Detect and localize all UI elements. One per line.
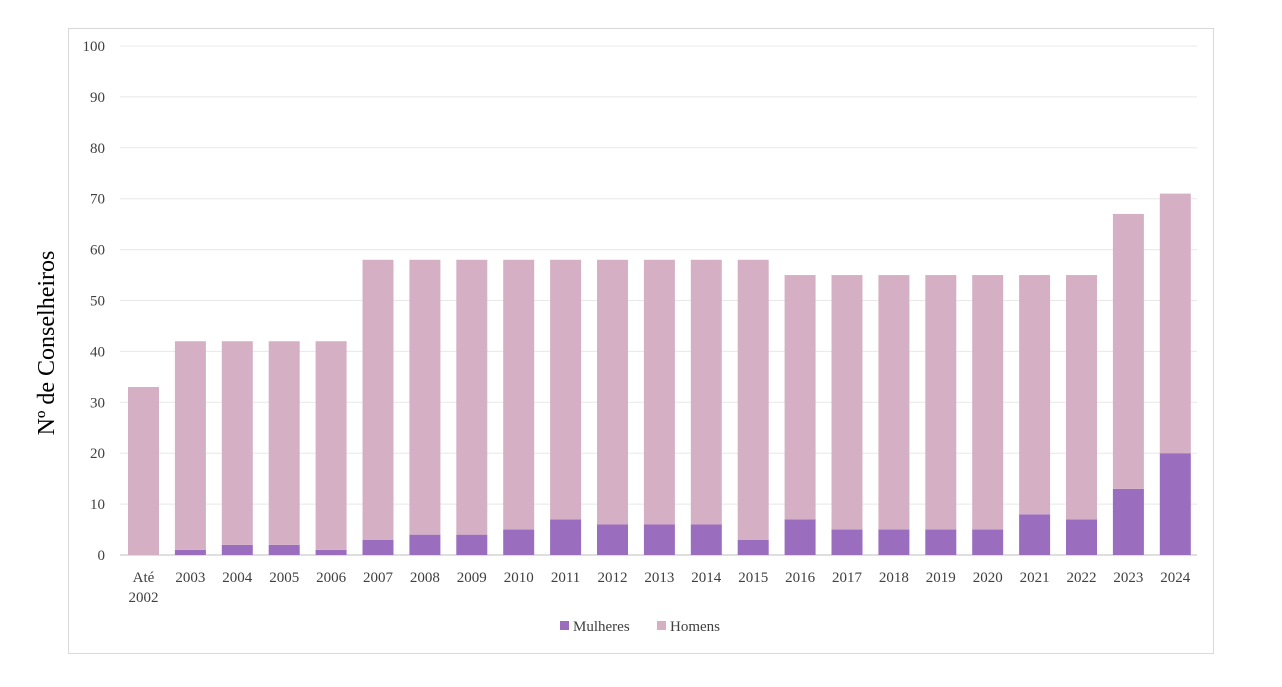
x-tick-label: 2006	[316, 570, 347, 586]
y-tick-label: 20	[90, 446, 105, 462]
legend-swatch-mulheres	[560, 621, 569, 630]
bar-mulheres-2004	[221, 544, 253, 555]
y-tick-label: 100	[83, 39, 106, 55]
x-tick-labels: Até 2002 2003 2004 2005 2006 2007 2008 2009 2010 2…	[129, 570, 1191, 606]
bar-homens-2021	[1019, 275, 1051, 515]
bar-homens-2016	[784, 275, 816, 520]
x-tick-label: 2008	[410, 570, 440, 586]
y-tick-label: 70	[90, 192, 105, 208]
bar-homens-2011	[550, 259, 582, 520]
bar-mulheres-2011	[550, 519, 582, 555]
bars	[128, 193, 1191, 555]
bar-homens-2015	[737, 259, 769, 540]
bar-mulheres-2007	[362, 539, 394, 555]
y-tick-label: 40	[90, 344, 105, 360]
x-tick-label: 2020	[973, 570, 1003, 586]
bar-homens-2008	[409, 259, 441, 535]
x-tick-label: 2024	[1160, 570, 1191, 586]
bar-homens-2014	[690, 259, 722, 525]
x-tick-label: 2011	[551, 570, 580, 586]
x-tick-label: 2021	[1020, 570, 1050, 586]
bar-mulheres-2018	[878, 529, 910, 555]
bar-mulheres-2008	[409, 534, 441, 555]
x-tick-label: 2018	[879, 570, 909, 586]
bar-homens-2010	[503, 259, 535, 530]
bar-homens-2017	[831, 275, 863, 530]
bar-mulheres-2017	[831, 529, 863, 555]
y-tick-label: 10	[90, 497, 105, 513]
bar-mulheres-2019	[925, 529, 957, 555]
bar-homens-2005	[268, 341, 300, 545]
y-tick-label: 30	[90, 395, 105, 411]
x-tick-label: 2017	[832, 570, 863, 586]
x-tick-label: 2012	[598, 570, 628, 586]
x-tick-label: 2007	[363, 570, 394, 586]
bar-mulheres-2024	[1159, 453, 1191, 555]
x-tick-label: 2004	[222, 570, 253, 586]
x-tick-label: 2002	[129, 590, 159, 606]
x-tick-label: 2022	[1067, 570, 1097, 586]
bar-mulheres-2014	[690, 524, 722, 555]
bar-mulheres-2015	[737, 539, 769, 555]
bar-homens-2024	[1159, 193, 1191, 454]
bar-mulheres-2021	[1019, 514, 1051, 555]
bar-homens-2019	[925, 275, 957, 530]
legend-label-mulheres: Mulheres	[573, 619, 630, 635]
y-tick-label: 50	[90, 294, 105, 310]
bar-mulheres-2023	[1112, 488, 1144, 555]
bar-homens-2003	[174, 341, 206, 550]
x-tick-label: 2003	[175, 570, 205, 586]
bar-homens-2006	[315, 341, 347, 550]
bar-homens-2013	[643, 259, 675, 525]
x-tick-label: 2014	[691, 570, 722, 586]
bar-mulheres-2013	[643, 524, 675, 555]
bar-mulheres-2020	[972, 529, 1004, 555]
bar-homens-2009	[456, 259, 488, 535]
y-tick-label: 0	[98, 548, 106, 564]
bar-homens-2004	[221, 341, 253, 545]
x-tick-label: 2016	[785, 570, 816, 586]
x-tick-label: 2009	[457, 570, 487, 586]
x-tick-label: 2013	[644, 570, 674, 586]
y-tick-label: 90	[90, 90, 105, 106]
bar-mulheres-2009	[456, 534, 488, 555]
bar-homens-2018	[878, 275, 910, 530]
y-tick-label: 80	[90, 141, 105, 157]
bar-mulheres-2006	[315, 549, 347, 555]
legend-label-homens: Homens	[670, 619, 720, 635]
x-tick-label: 2015	[738, 570, 768, 586]
bar-homens-Até-2002	[128, 387, 159, 555]
y-tick-labels: 0 10 20 30 40 50 60 70 80 90 100	[83, 39, 106, 564]
y-axis-label: Nº de Conselheiros	[34, 251, 60, 436]
bar-homens-2012	[597, 259, 628, 525]
bar-mulheres-2005	[268, 544, 300, 555]
x-tick-label: 2010	[504, 570, 534, 586]
x-tick-label: Até	[133, 570, 155, 586]
bar-homens-2022	[1066, 275, 1097, 520]
bar-homens-2023	[1112, 213, 1144, 489]
x-tick-label: 2023	[1113, 570, 1143, 586]
bar-mulheres-2003	[174, 549, 206, 555]
bar-mulheres-2010	[503, 529, 535, 555]
bar-mulheres-2016	[784, 519, 816, 555]
bar-homens-2020	[972, 275, 1004, 530]
bar-mulheres-2012	[597, 524, 628, 555]
legend-swatch-homens	[657, 621, 666, 630]
x-tick-label: 2019	[926, 570, 956, 586]
x-tick-label: 2005	[269, 570, 299, 586]
bar-homens-2007	[362, 259, 394, 540]
y-tick-label: 60	[90, 243, 105, 259]
legend: Mulheres Homens	[560, 619, 720, 635]
bar-mulheres-2022	[1066, 519, 1097, 555]
